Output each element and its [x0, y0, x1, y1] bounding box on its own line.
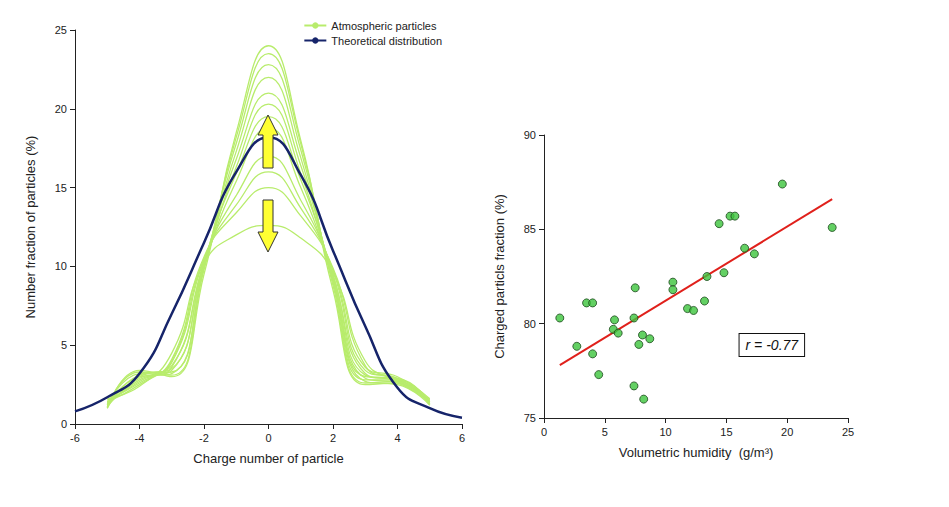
svg-text:-6: -6 — [70, 432, 80, 444]
svg-text:5: 5 — [602, 426, 608, 438]
svg-text:2: 2 — [330, 432, 336, 444]
svg-text:-4: -4 — [135, 432, 145, 444]
svg-text:0: 0 — [265, 432, 271, 444]
svg-text:75: 75 — [524, 412, 536, 424]
svg-text:10: 10 — [659, 426, 671, 438]
svg-text:0: 0 — [541, 426, 547, 438]
svg-text:10: 10 — [55, 260, 67, 272]
svg-text:Number fraction of particles (: Number fraction of particles (%) — [23, 136, 38, 319]
svg-text:4: 4 — [394, 432, 400, 444]
svg-text:20: 20 — [55, 103, 67, 115]
svg-text:15: 15 — [55, 182, 67, 194]
svg-text:r = -0.77: r = -0.77 — [746, 337, 800, 353]
svg-text:Charged particls fraction (%): Charged particls fraction (%) — [492, 194, 507, 359]
svg-text:0: 0 — [61, 418, 67, 430]
svg-text:25: 25 — [55, 24, 67, 36]
svg-text:Volumetric humidity (g/m³): Volumetric humidity (g/m³) — [619, 445, 774, 460]
svg-text:85: 85 — [524, 223, 536, 235]
svg-text:Theoretical distribution: Theoretical distribution — [331, 35, 442, 47]
svg-text:25: 25 — [842, 426, 854, 438]
svg-text:20: 20 — [781, 426, 793, 438]
svg-text:15: 15 — [720, 426, 732, 438]
svg-text:5: 5 — [61, 339, 67, 351]
svg-text:Atmospheric particles: Atmospheric particles — [331, 20, 437, 32]
svg-text:Charge number of particle: Charge number of particle — [193, 451, 343, 466]
svg-text:6: 6 — [459, 432, 465, 444]
svg-text:80: 80 — [524, 318, 536, 330]
svg-text:90: 90 — [524, 129, 536, 141]
svg-text:-2: -2 — [199, 432, 209, 444]
